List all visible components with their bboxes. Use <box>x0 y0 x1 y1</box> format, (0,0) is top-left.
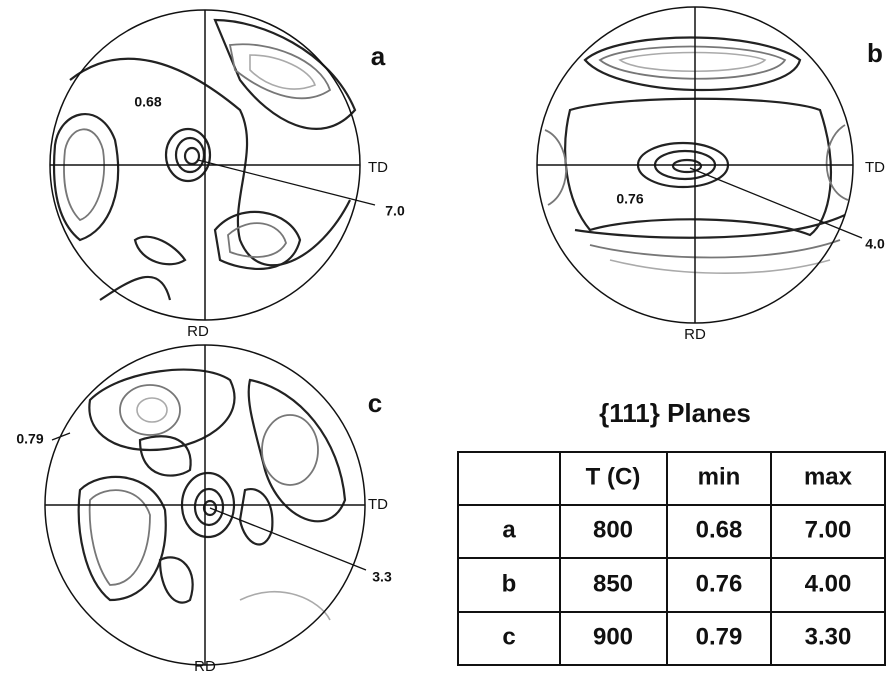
max-label: 7.0 <box>385 203 405 219</box>
contours-c <box>77 368 347 621</box>
min-label: 0.79 <box>16 431 43 447</box>
table-cell: b <box>502 570 517 597</box>
axis-label: RD <box>194 658 216 675</box>
panel-label: b <box>867 38 883 68</box>
panel-label: a <box>371 41 386 71</box>
table-cell: 3.30 <box>805 623 852 650</box>
table-cell: 800 <box>593 516 633 543</box>
min-label: 0.68 <box>134 94 161 110</box>
table-cell: 0.76 <box>696 570 743 597</box>
table-title: {111} Planes <box>599 398 751 428</box>
table-cell: 0.79 <box>696 623 743 650</box>
axis-label: TD <box>368 496 388 513</box>
table-header: min <box>698 463 741 490</box>
max-label: 3.3 <box>372 569 392 585</box>
min-label: 0.76 <box>616 191 643 207</box>
table-cell: 900 <box>593 623 633 650</box>
leader-line <box>51 432 71 441</box>
table-cell: 7.00 <box>805 516 852 543</box>
table-header: max <box>804 463 853 490</box>
panel-label: c <box>368 388 382 418</box>
axis-label: RD <box>187 323 209 340</box>
table-frame <box>457 451 886 666</box>
axis-label: TD <box>368 159 388 176</box>
axis-label: RD <box>684 326 706 343</box>
table-cell: 4.00 <box>805 570 852 597</box>
table-cell: a <box>502 516 516 543</box>
axis-label: TD <box>865 159 885 176</box>
table-cell: 0.68 <box>696 516 743 543</box>
leader-line <box>197 159 376 206</box>
table-header: T (C) <box>586 463 641 490</box>
contours-a <box>52 18 357 301</box>
max-label: 4.0 <box>865 236 885 252</box>
table-cell: c <box>502 623 515 650</box>
leader-line <box>689 167 863 239</box>
contours-b <box>544 36 849 274</box>
table-cell: 850 <box>593 570 633 597</box>
leader-line <box>209 507 367 571</box>
